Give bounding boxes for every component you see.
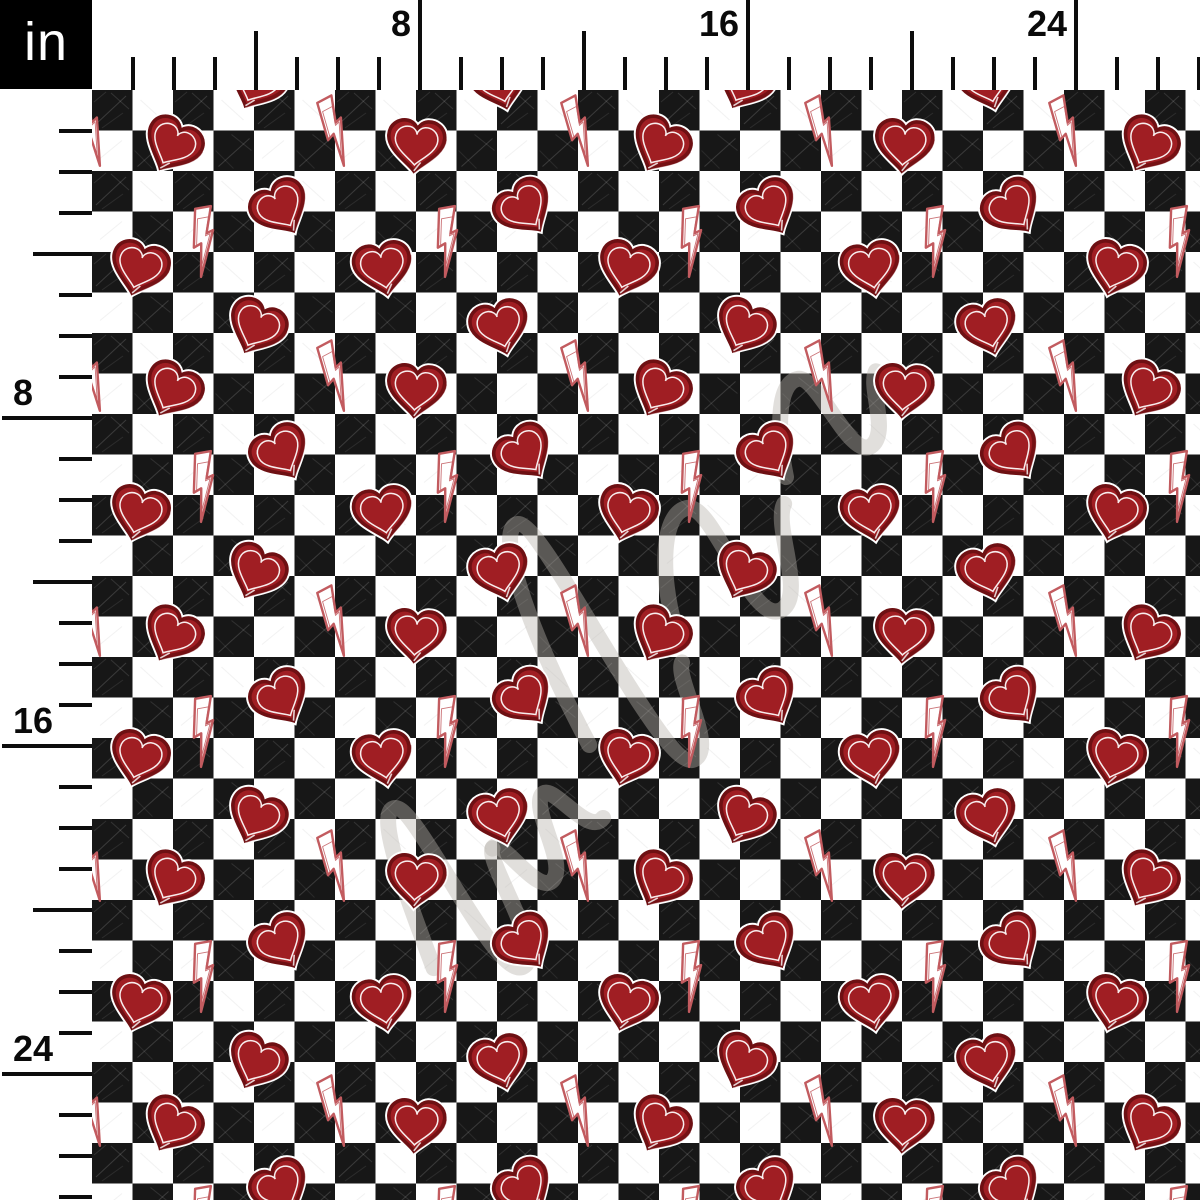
top-ruler-number: 16 [698,3,739,44]
fabric-pattern [92,90,1200,1200]
left-ruler-tick [59,375,92,379]
left-ruler-tick [33,252,92,256]
top-ruler-tick [992,57,996,90]
top-ruler-tick [500,57,504,90]
top-ruler-tick [705,57,709,90]
top-ruler-tick [1033,57,1037,90]
top-ruler-tick [664,57,668,90]
left-ruler-tick [59,1113,92,1117]
left-ruler-tick [59,334,92,338]
top-ruler-tick [910,31,914,90]
left-ruler-tick [59,1195,92,1199]
top-ruler-tick [172,57,176,90]
left-ruler-tick [59,211,92,215]
left-ruler-tick [59,170,92,174]
left-ruler-tick [2,744,92,748]
left-ruler-tick [33,908,92,912]
left-ruler-tick [59,990,92,994]
left-ruler-number: 16 [13,700,54,741]
top-ruler-number: 8 [390,3,411,44]
top-ruler-tick [254,31,258,90]
left-ruler-tick [59,662,92,666]
top-ruler-tick [541,57,545,90]
unit-label: in [23,11,69,72]
left-ruler-tick [59,621,92,625]
left-ruler-tick [59,498,92,502]
top-ruler-tick [213,57,217,90]
left-ruler-number: 24 [13,1028,54,1069]
left-ruler-tick [59,703,92,707]
top-ruler-tick [1115,57,1119,90]
top-ruler-tick [828,57,832,90]
left-ruler-tick [59,129,92,133]
left-ruler-tick [59,785,92,789]
top-ruler-tick [787,57,791,90]
top-ruler-tick [418,0,422,90]
top-ruler-tick [623,57,627,90]
left-ruler-tick [59,539,92,543]
top-ruler-number: 24 [1026,3,1067,44]
left-ruler-tick [59,457,92,461]
top-ruler-tick [1156,57,1160,90]
left-ruler-tick [2,1072,92,1076]
top-ruler-tick [1074,0,1078,90]
top-ruler-tick [869,57,873,90]
left-ruler-tick [59,1154,92,1158]
left-ruler-tick [59,293,92,297]
top-ruler-tick [582,31,586,90]
top-ruler-tick [377,57,381,90]
left-ruler-tick [59,826,92,830]
top-ruler-tick [459,57,463,90]
top-ruler-tick [746,0,750,90]
top-ruler-tick [131,57,135,90]
left-ruler-tick [59,1031,92,1035]
top-ruler-tick [336,57,340,90]
left-ruler-tick [59,949,92,953]
left-ruler-tick [59,867,92,871]
left-ruler-tick [2,416,92,420]
top-ruler-tick [951,57,955,90]
unit-box: in [0,0,92,89]
top-ruler-tick [295,57,299,90]
left-ruler-tick [33,580,92,584]
left-ruler-number: 8 [13,372,34,413]
